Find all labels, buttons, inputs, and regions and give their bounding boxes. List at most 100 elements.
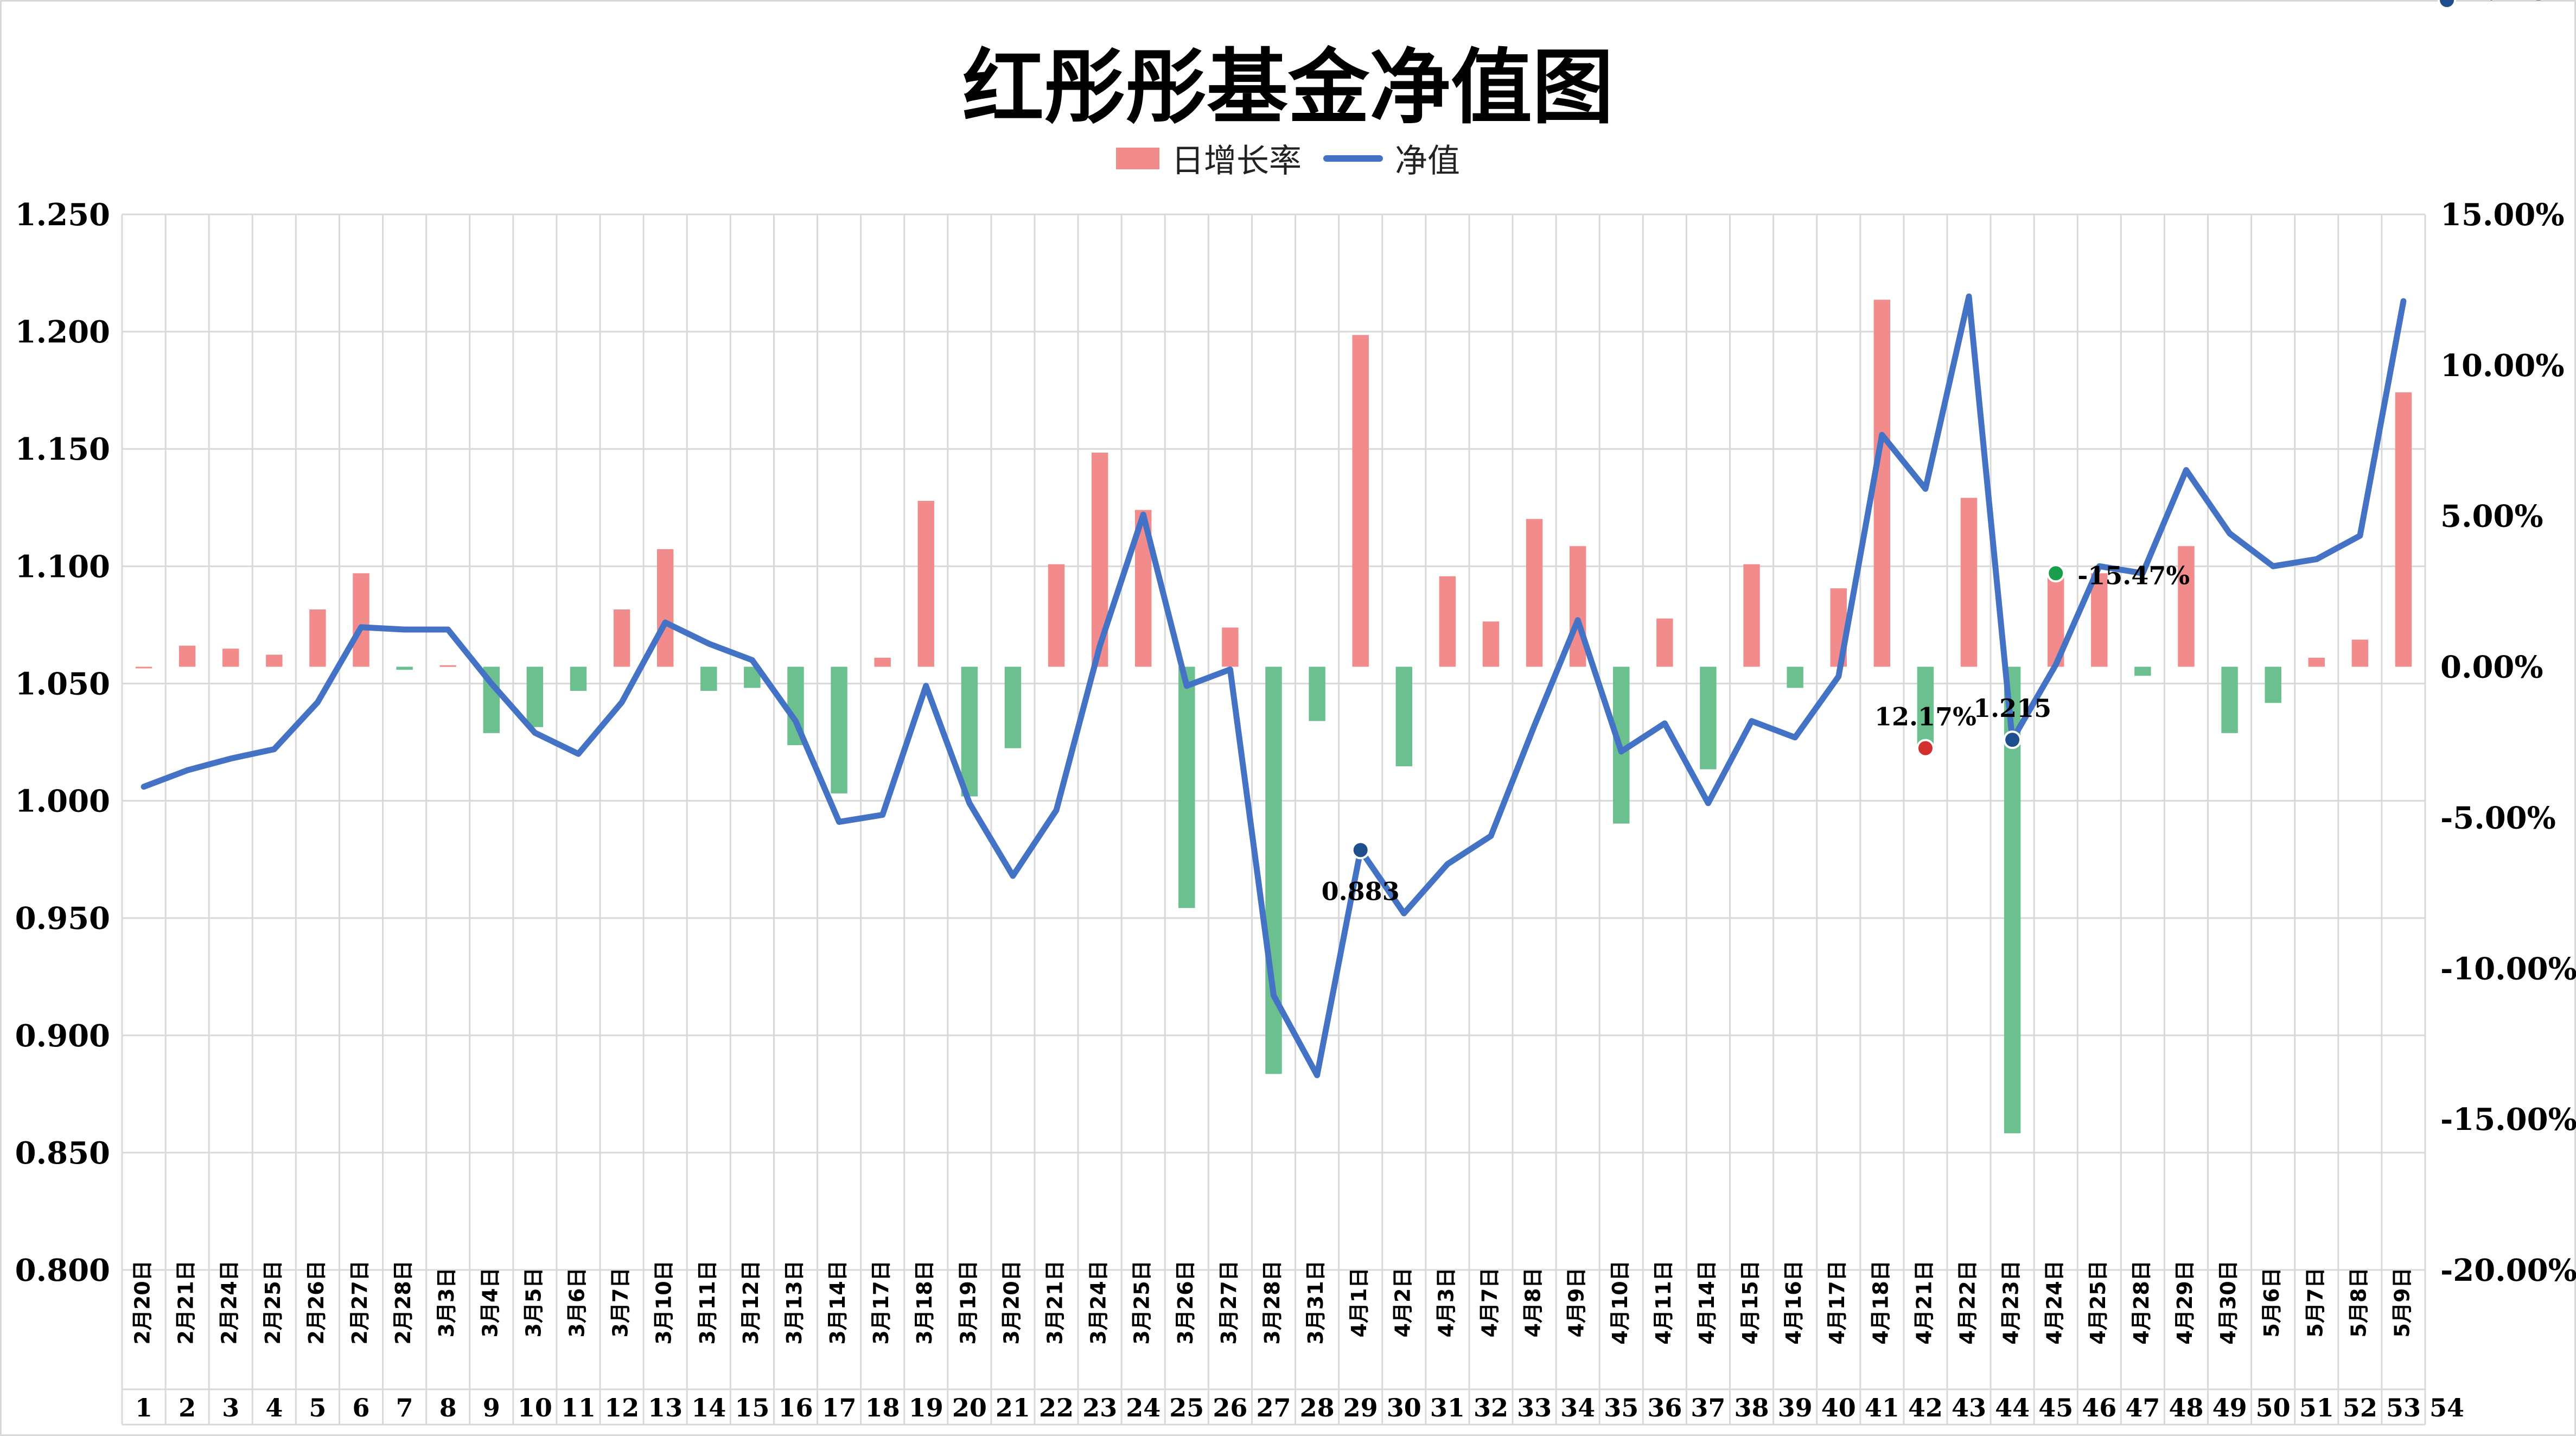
x-category-label: 3月20日 xyxy=(999,1260,1023,1344)
annotation-marker xyxy=(2438,0,2457,9)
x-category-label: 3月18日 xyxy=(913,1260,936,1344)
x-index-label: 37 xyxy=(1691,1393,1725,1422)
x-category-label: 3月17日 xyxy=(869,1260,893,1344)
bar-daily-growth xyxy=(917,500,934,667)
x-category-label: 3月25日 xyxy=(1130,1260,1154,1344)
x-category-label: 4月21日 xyxy=(1912,1260,1936,1344)
bar-daily-growth xyxy=(961,666,978,797)
bar-daily-growth xyxy=(1569,546,1586,667)
x-category-label: 4月17日 xyxy=(1825,1260,1849,1344)
x-category-label: 4月10日 xyxy=(1608,1260,1632,1344)
bar-daily-growth xyxy=(700,666,717,691)
x-category-label: 4月24日 xyxy=(2043,1260,2067,1344)
x-index-label: 21 xyxy=(996,1393,1030,1422)
y-right-tick-label: -10.00% xyxy=(2440,951,2576,987)
x-index-label: 44 xyxy=(1995,1393,2030,1422)
x-index-label: 30 xyxy=(1387,1393,1421,1422)
y-right-tick-label: 10.00% xyxy=(2440,348,2565,384)
x-category-label: 3月7日 xyxy=(609,1268,633,1338)
x-index-label: 39 xyxy=(1778,1393,1813,1422)
x-category-label: 3月14日 xyxy=(826,1260,850,1344)
x-index-label: 19 xyxy=(909,1393,943,1422)
y-left-tick-label: 0.850 xyxy=(15,1135,110,1171)
x-index-label: 47 xyxy=(2125,1393,2160,1422)
y-right-tick-label: 5.00% xyxy=(2440,499,2543,535)
legend-item-growth-rate[interactable]: 日增长率 xyxy=(1116,135,1302,182)
x-index-label: 54 xyxy=(2430,1393,2464,1422)
bar-daily-growth xyxy=(178,645,196,667)
x-category-label: 2月27日 xyxy=(348,1260,372,1344)
x-category-label: 4月28日 xyxy=(2129,1260,2153,1344)
x-category-label: 4月30日 xyxy=(2216,1260,2240,1344)
x-index-label: 16 xyxy=(778,1393,813,1422)
annotation-label: 1.213 xyxy=(2470,0,2548,6)
bar-daily-growth xyxy=(1352,335,1369,667)
bar-daily-growth xyxy=(2265,666,2281,703)
x-index-label: 34 xyxy=(1560,1393,1595,1422)
x-category-label: 3月10日 xyxy=(652,1260,676,1344)
legend-item-net-value[interactable]: 净值 xyxy=(1323,135,1460,182)
x-index-label: 42 xyxy=(1908,1393,1943,1422)
bar-daily-growth xyxy=(1439,576,1456,667)
x-index-label: 53 xyxy=(2386,1393,2421,1422)
x-index-label: 38 xyxy=(1735,1393,1769,1422)
x-index-label: 14 xyxy=(691,1393,726,1422)
bar-daily-growth xyxy=(1309,666,1325,721)
annotation-label: 12.17% xyxy=(1874,702,1976,732)
x-index-label: 45 xyxy=(2038,1393,2073,1422)
x-category-label: 4月29日 xyxy=(2173,1260,2197,1344)
x-category-label: 3月28日 xyxy=(1260,1260,1284,1344)
x-index-label: 41 xyxy=(1865,1393,1899,1422)
x-category-label: 4月23日 xyxy=(1999,1260,2023,1344)
x-category-label: 3月21日 xyxy=(1043,1260,1067,1344)
x-index-label: 33 xyxy=(1517,1393,1552,1422)
x-index-label: 27 xyxy=(1256,1393,1291,1422)
y-right-tick-label: 0.00% xyxy=(2440,650,2543,685)
bar-daily-growth xyxy=(1960,498,1978,667)
x-category-label: 3月3日 xyxy=(435,1268,458,1338)
bar-daily-growth xyxy=(2395,392,2412,667)
bar-daily-growth xyxy=(1656,618,1673,667)
x-index-label: 25 xyxy=(1169,1393,1204,1422)
x-index-label: 49 xyxy=(2212,1393,2247,1422)
x-index-label: 10 xyxy=(518,1393,552,1422)
bar-daily-growth xyxy=(2134,666,2151,676)
x-category-label: 2月26日 xyxy=(304,1260,328,1344)
legend-swatch-line xyxy=(1323,155,1383,162)
bar-daily-growth xyxy=(266,655,283,667)
x-index-label: 7 xyxy=(396,1393,413,1422)
x-index-label: 29 xyxy=(1343,1393,1378,1422)
annotation-marker xyxy=(2003,730,2022,749)
x-index-label: 23 xyxy=(1082,1393,1117,1422)
y-left-tick-label: 1.200 xyxy=(15,314,110,350)
bar-daily-growth xyxy=(309,609,326,667)
bar-daily-growth xyxy=(2308,657,2325,667)
x-category-label: 2月28日 xyxy=(391,1260,415,1344)
bar-daily-growth xyxy=(526,666,544,727)
x-index-label: 51 xyxy=(2299,1393,2334,1422)
x-category-label: 4月2日 xyxy=(1391,1268,1414,1338)
x-index-label: 15 xyxy=(735,1393,769,1422)
x-index-label: 4 xyxy=(265,1393,283,1422)
bar-daily-growth xyxy=(1004,666,1022,748)
legend-label-net-value: 净值 xyxy=(1395,142,1460,180)
x-category-label: 4月14日 xyxy=(1695,1260,1719,1344)
x-index-label: 1 xyxy=(135,1393,152,1422)
x-index-label: 2 xyxy=(178,1393,196,1422)
x-category-label: 3月6日 xyxy=(565,1268,589,1338)
x-category-label: 3月27日 xyxy=(1217,1260,1241,1344)
x-index-label: 6 xyxy=(353,1393,370,1422)
bar-daily-growth xyxy=(353,573,369,667)
x-category-label: 2月24日 xyxy=(218,1260,241,1344)
annotation-marker xyxy=(1916,739,1935,758)
x-index-label: 11 xyxy=(561,1393,596,1422)
y-right-tick-label: -5.00% xyxy=(2440,800,2556,836)
bar-daily-growth xyxy=(1743,564,1760,667)
bar-daily-growth xyxy=(874,657,891,667)
x-index-label: 5 xyxy=(309,1393,326,1422)
x-category-label: 4月8日 xyxy=(1521,1268,1545,1338)
x-category-label: 3月11日 xyxy=(696,1260,719,1344)
x-category-label: 3月13日 xyxy=(782,1260,806,1344)
